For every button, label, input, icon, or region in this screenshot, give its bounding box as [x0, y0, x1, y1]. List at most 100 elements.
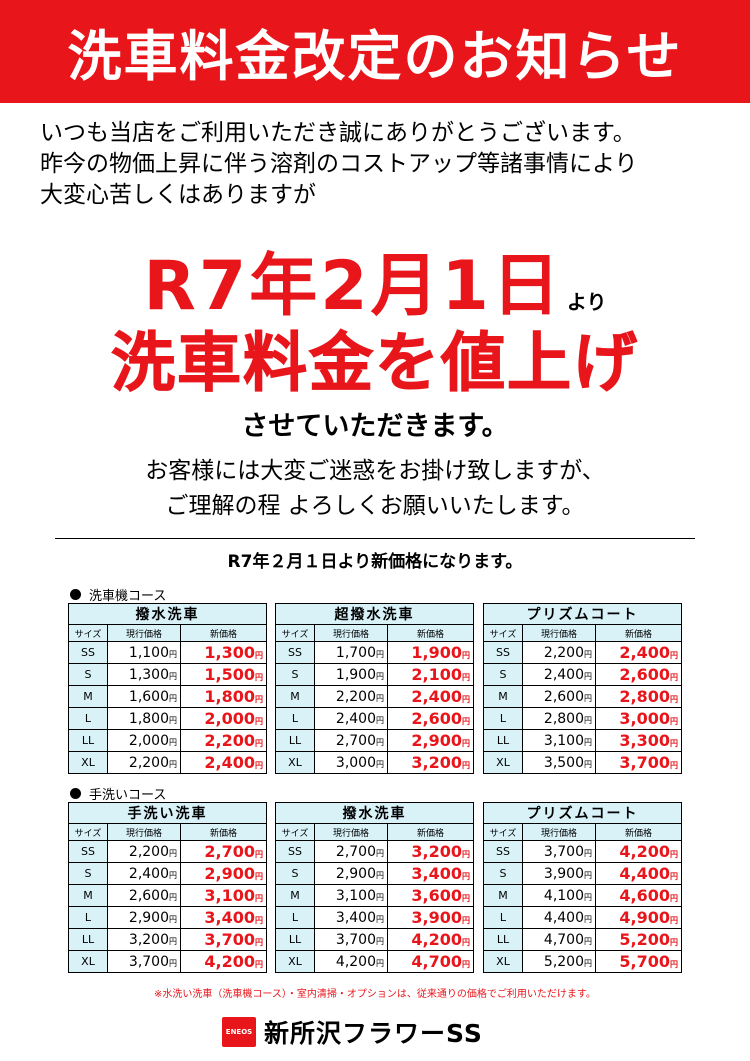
size-cell: L	[483, 906, 523, 929]
intro-line: 大変心苦しくはありますが	[40, 182, 316, 208]
new-price-cell: 4,900円	[594, 906, 683, 929]
current-price-cell: 2,200円	[522, 641, 596, 664]
yen-unit: 円	[584, 892, 592, 902]
yen-unit: 円	[169, 870, 177, 880]
yen-unit: 円	[169, 759, 177, 769]
new-price-cell: 3,000円	[594, 707, 683, 730]
new-price-cell: 2,900円	[387, 729, 474, 752]
table-row: L 2,400円 2,600円	[275, 707, 474, 730]
table-row: SS 2,700円 3,200円	[275, 840, 475, 863]
yen-unit: 円	[670, 894, 679, 903]
new-price-cell: 2,400円	[387, 685, 474, 708]
yen-unit: 円	[255, 894, 263, 903]
size-cell: L	[68, 707, 108, 730]
size-cell: S	[68, 663, 108, 686]
yen-unit: 円	[255, 850, 263, 859]
size-cell: M	[68, 884, 108, 907]
new-price-cell: 1,900円	[387, 641, 474, 664]
new-price-cell: 3,200円	[386, 840, 475, 863]
new-price-cell: 2,000円	[179, 707, 268, 730]
current-price-cell: 2,600円	[107, 884, 181, 907]
current-price: 4,200	[335, 953, 376, 970]
current-price: 2,700	[335, 732, 376, 749]
table-title: 手洗い洗車	[68, 802, 267, 824]
table-row: S 1,900円 2,100円	[275, 663, 474, 686]
new-price: 2,000	[204, 709, 256, 728]
effective-date-from: より	[566, 290, 607, 314]
price-table: 撥水洗車 サイズ 現行価格 新価格 SS 2,700円 3,200円 S 2,900円 3,400…	[274, 802, 475, 973]
current-price-cell: 3,700円	[314, 928, 388, 951]
eneos-logo-text: ENEOS	[225, 1028, 253, 1036]
current-price: 2,900	[128, 909, 169, 926]
new-price: 4,200	[619, 842, 671, 861]
size-cell: S	[275, 663, 315, 686]
size-cell: M	[275, 884, 315, 907]
new-price: 2,400	[619, 643, 671, 662]
new-price-cell: 2,600円	[387, 707, 474, 730]
current-price: 3,700	[128, 953, 169, 970]
size-cell: L	[275, 707, 315, 730]
new-price: 2,600	[411, 709, 462, 728]
page-title: 洗車料金改定のお知らせ	[67, 25, 683, 88]
size-cell: S	[68, 862, 108, 885]
new-price: 4,900	[619, 908, 671, 927]
table-row: S 2,400円 2,600円	[483, 663, 683, 686]
size-cell: SS	[483, 641, 523, 664]
yen-unit: 円	[584, 671, 592, 681]
current-price-cell: 1,300円	[107, 663, 181, 686]
current-price-cell: 3,700円	[522, 840, 596, 863]
table-row: L 2,900円 3,400円	[68, 906, 267, 929]
yen-unit: 円	[670, 695, 679, 704]
current-price: 3,200	[128, 931, 169, 948]
size-cell: M	[483, 685, 523, 708]
new-price-cell: 3,400円	[180, 906, 267, 929]
yen-unit: 円	[462, 651, 470, 660]
new-price: 1,500	[204, 665, 256, 684]
current-price: 2,600	[543, 688, 584, 705]
new-price: 1,900	[411, 643, 462, 662]
section-label-text: 洗車機コース	[89, 589, 167, 604]
column-header-current: 現行価格	[314, 624, 388, 642]
current-price-cell: 2,900円	[314, 862, 388, 885]
current-price: 3,500	[543, 754, 584, 771]
yen-unit: 円	[169, 914, 177, 924]
yen-unit: 円	[255, 739, 264, 748]
new-price-cell: 2,900円	[180, 862, 267, 885]
table-row: LL 2,000円 2,200円	[68, 729, 268, 752]
yen-unit: 円	[584, 759, 592, 769]
yen-unit: 円	[169, 671, 177, 681]
table-row: M 4,100円 4,600円	[483, 884, 683, 907]
table-row: M 3,100円 3,600円	[275, 884, 475, 907]
apology-text: お客様には大変ご迷惑をお掛け致しますが、 ご理解の程 よろしくお願いいたします。	[0, 454, 750, 524]
new-price-cell: 4,600円	[594, 884, 683, 907]
yen-unit: 円	[376, 936, 384, 946]
new-price-cell: 4,700円	[386, 950, 475, 973]
apology-line: お客様には大変ご迷惑をお掛け致しますが、	[145, 458, 605, 484]
current-price-cell: 2,700円	[314, 840, 388, 863]
yen-unit: 円	[670, 960, 679, 969]
current-price-cell: 2,600円	[522, 685, 596, 708]
header-banner: 洗車料金改定のお知らせ	[0, 0, 750, 103]
current-price: 2,200	[128, 843, 169, 860]
new-price-cell: 2,400円	[179, 751, 268, 774]
new-price-cell: 3,400円	[386, 862, 475, 885]
yen-unit: 円	[462, 960, 471, 969]
current-price-cell: 2,400円	[314, 707, 388, 730]
new-price: 3,300	[619, 731, 671, 750]
yen-unit: 円	[376, 649, 384, 659]
size-cell: LL	[275, 729, 315, 752]
current-price-cell: 3,200円	[107, 928, 181, 951]
new-price: 1,300	[204, 643, 256, 662]
new-price: 3,100	[204, 886, 255, 905]
yen-unit: 円	[255, 938, 263, 947]
eneos-logo: ENEOS	[222, 1017, 256, 1047]
yen-unit: 円	[670, 651, 679, 660]
size-cell: M	[68, 685, 108, 708]
table-row: LL 4,700円 5,200円	[483, 928, 683, 951]
column-header-new: 新価格	[594, 624, 683, 642]
new-price-cell: 4,400円	[594, 862, 683, 885]
yen-unit: 円	[584, 649, 592, 659]
column-header-size: サイズ	[483, 823, 523, 841]
new-price-cell: 1,800円	[179, 685, 268, 708]
new-price: 4,600	[619, 886, 671, 905]
